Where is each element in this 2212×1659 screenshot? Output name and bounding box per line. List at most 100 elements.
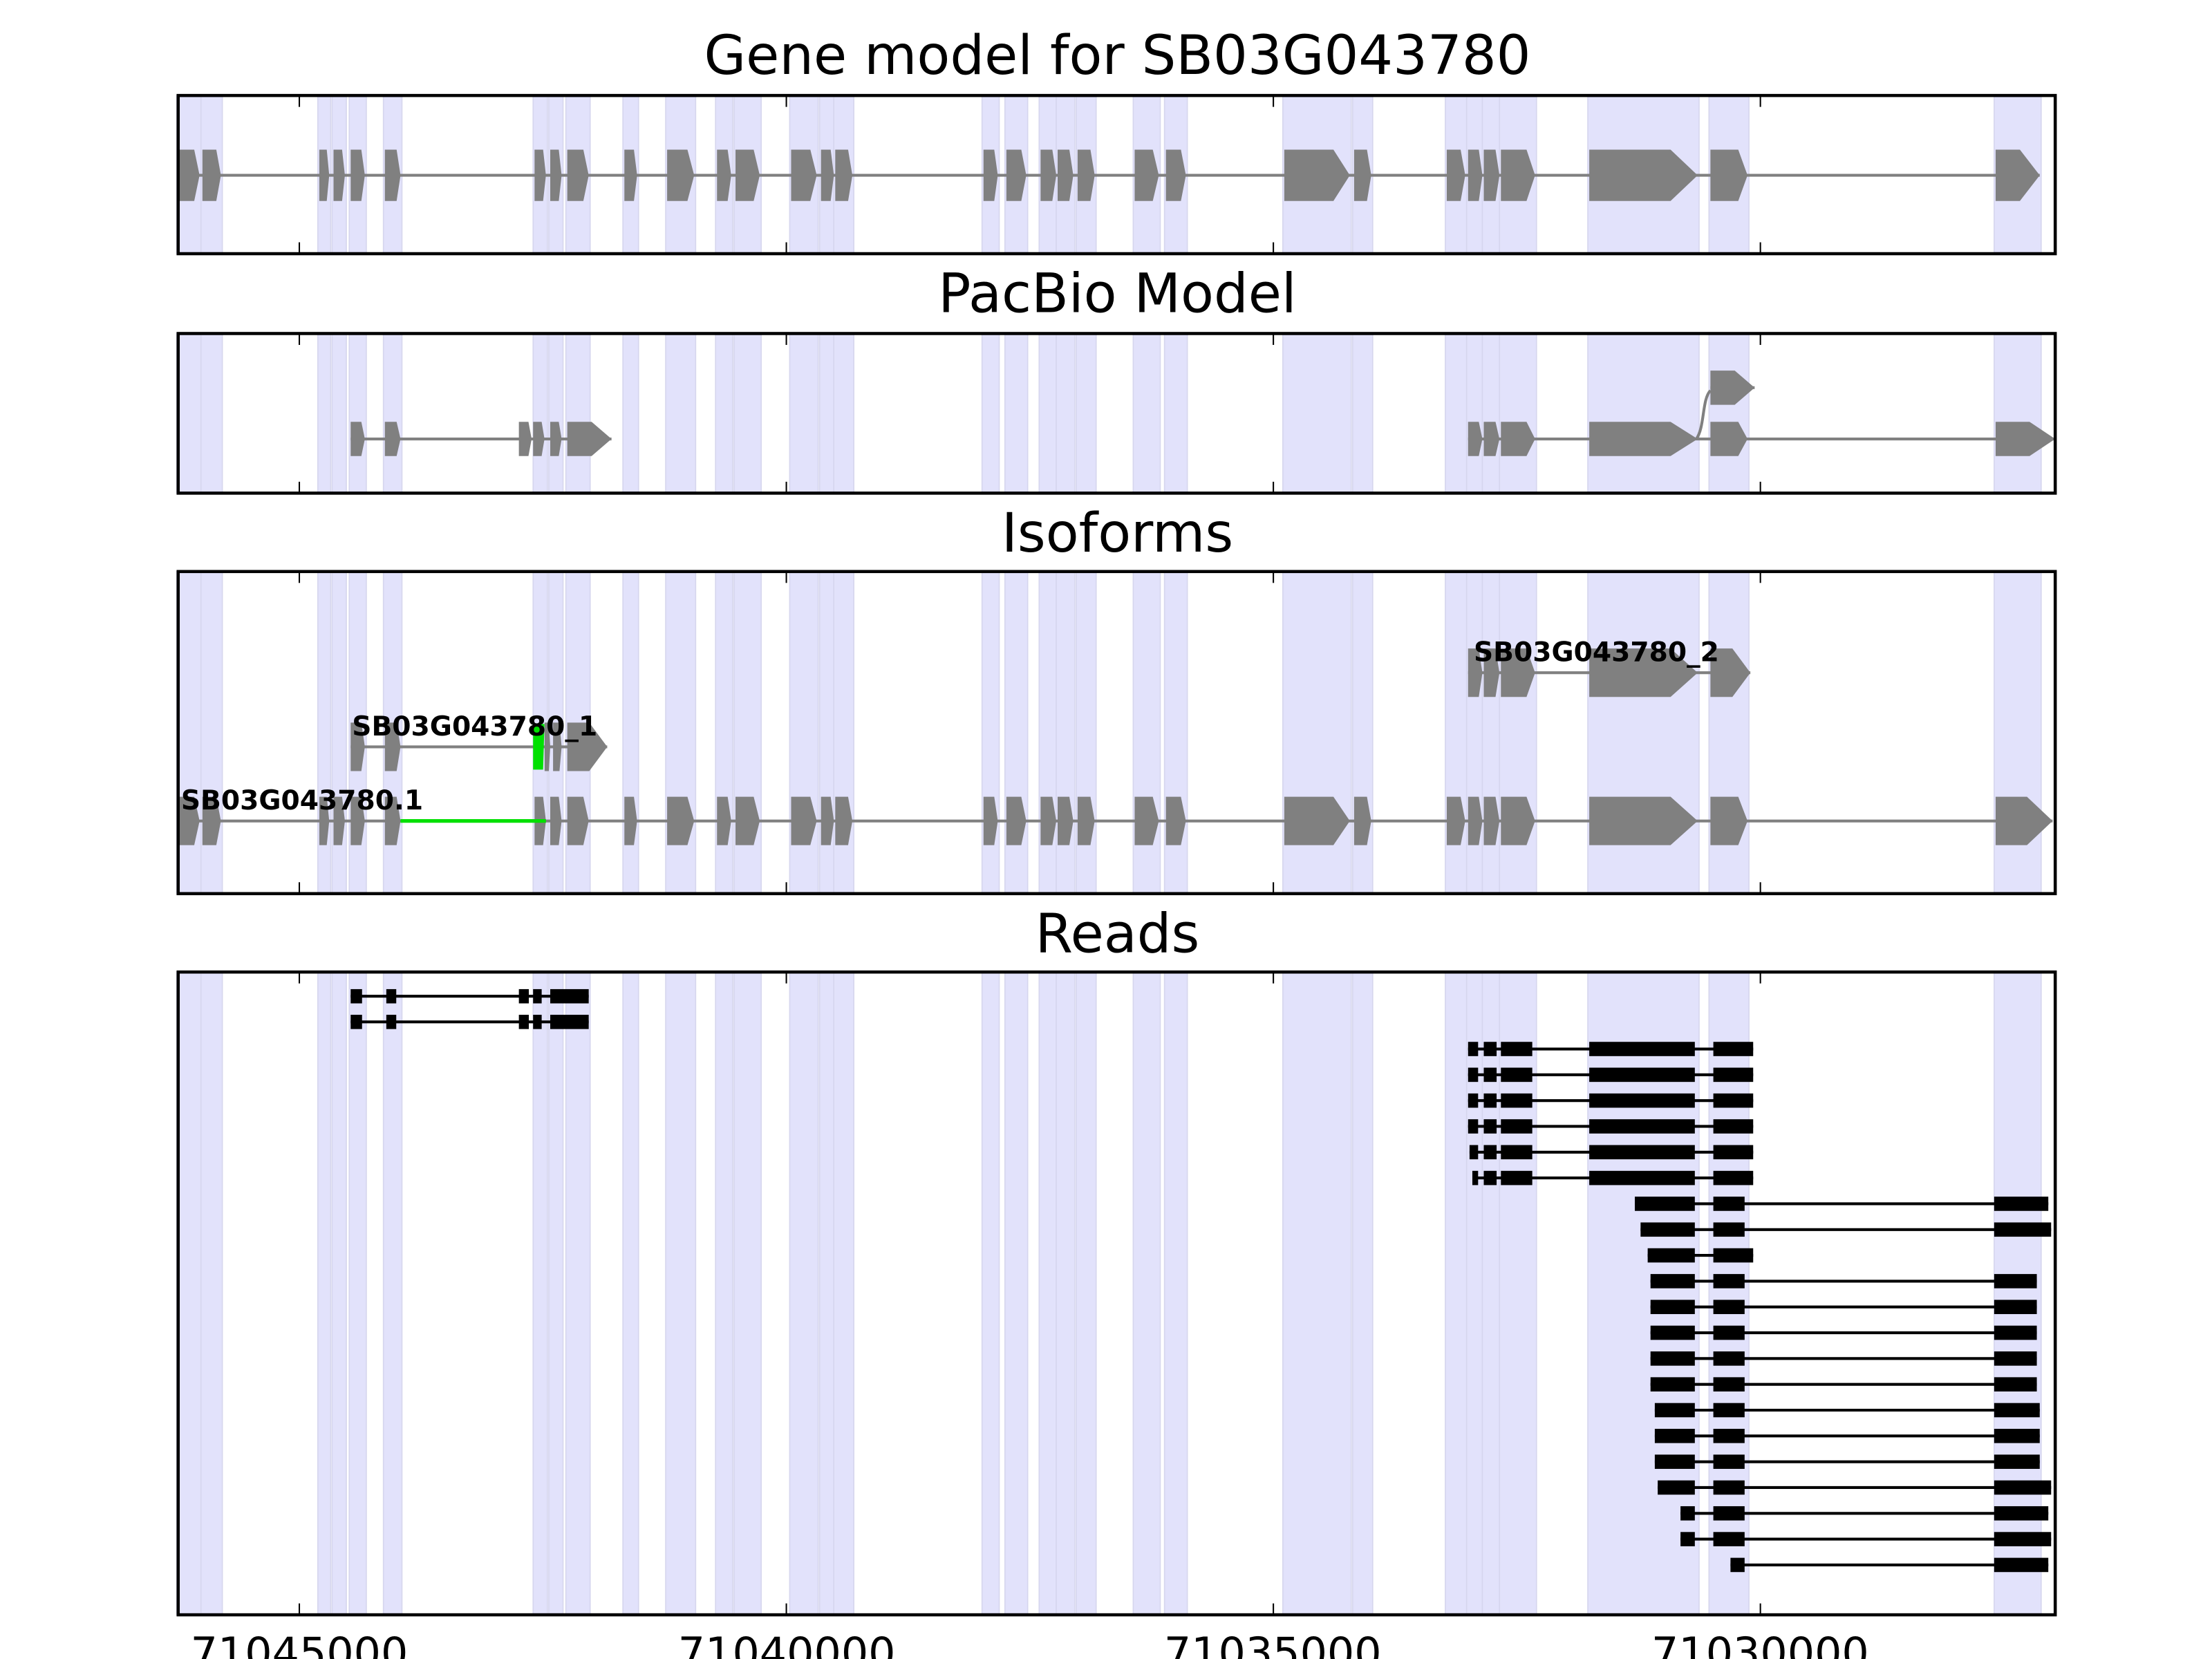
exon-highlight-band: [1481, 332, 1502, 494]
exon: [1468, 796, 1483, 845]
exon-highlight-band: [200, 332, 223, 494]
exon-highlight-band: [1282, 971, 1352, 1615]
exon-highlight-band: [382, 332, 403, 494]
panel-title-gene-model: Gene model for SB03G043780: [704, 24, 1530, 87]
exon-highlight-band: [981, 971, 1000, 1615]
exon: [835, 149, 853, 201]
exon: [983, 149, 998, 201]
read-block: [1501, 1119, 1533, 1134]
exon: [1710, 149, 1748, 201]
exon-highlight-band: [1038, 971, 1058, 1615]
exon-highlight-band: [1282, 570, 1352, 894]
exon: [567, 422, 612, 456]
exon: [202, 149, 221, 201]
read-block: [1713, 1454, 1745, 1469]
read-block: [1589, 1119, 1695, 1134]
read-block: [518, 988, 529, 1004]
exon: [1483, 149, 1500, 201]
read-block: [1650, 1325, 1695, 1340]
exon-highlight-band: [565, 971, 591, 1615]
read-block: [1994, 1506, 2049, 1521]
exon-highlight-band: [818, 971, 836, 1615]
exon-highlight-band: [548, 971, 564, 1615]
exon: [1501, 648, 1535, 697]
read-block: [1483, 1119, 1497, 1134]
exon-highlight-band: [1163, 570, 1188, 894]
read-block: [1713, 1248, 1754, 1263]
exon-highlight-band: [622, 971, 639, 1615]
read: [350, 988, 589, 1004]
read: [1654, 1429, 2040, 1443]
exon-highlight-band: [818, 332, 836, 494]
exon: [178, 796, 200, 845]
read: [1472, 1170, 1754, 1185]
read-block: [386, 1015, 397, 1029]
read-block: [1713, 1300, 1745, 1315]
exon: [1058, 796, 1074, 845]
exon: [1077, 149, 1095, 201]
read-block: [1589, 1093, 1695, 1108]
exon: [1710, 648, 1751, 697]
read-block: [1713, 1532, 1745, 1546]
exon: [567, 796, 589, 845]
exon-highlight-band: [1445, 332, 1468, 494]
exon-highlight-band: [1163, 332, 1188, 494]
exon: [1710, 422, 1748, 456]
exon: [791, 796, 817, 845]
exon-highlight-band: [1481, 570, 1502, 894]
panel-frame: [176, 570, 2057, 896]
exon: [1710, 796, 1748, 845]
exon-highlight-band: [733, 971, 762, 1615]
read-block: [1713, 1042, 1754, 1056]
exon-highlight-band: [715, 332, 733, 494]
panel-frame: [176, 93, 2057, 256]
panel-frame: [176, 970, 2057, 1617]
read-block: [1650, 1274, 1695, 1288]
read-block: [1994, 1325, 2037, 1340]
read-block: [1483, 1093, 1497, 1108]
exon: [350, 722, 365, 771]
panel-background: [178, 972, 2056, 1615]
exon-highlight-band: [317, 570, 332, 894]
exon: [550, 422, 562, 456]
read-block: [550, 988, 589, 1004]
exon: [735, 149, 760, 201]
exon: [1134, 149, 1159, 201]
read: [1650, 1274, 2037, 1288]
exon: [667, 796, 695, 845]
exon-highlight-band: [1132, 570, 1161, 894]
exon-highlight-band: [833, 971, 854, 1615]
exon-highlight-band: [382, 971, 403, 1615]
read-block: [1713, 1222, 1745, 1237]
exon-highlight-band: [1004, 971, 1029, 1615]
read-block: [1713, 1403, 1745, 1418]
isoform-label: SB03G043780.1: [181, 785, 423, 816]
exon: [384, 722, 401, 771]
exon-highlight-band: [348, 971, 367, 1615]
exon: [550, 149, 562, 201]
exon-highlight-band: [622, 332, 639, 494]
isoform-label: SB03G043780_1: [352, 711, 597, 742]
exon: [821, 149, 834, 201]
exon-highlight-band: [818, 570, 836, 894]
exon: [1501, 422, 1535, 456]
exon-highlight-band: [1132, 971, 1161, 1615]
read-block: [1647, 1248, 1695, 1263]
read-block: [1713, 1429, 1745, 1443]
exon: [1353, 149, 1371, 201]
exon-highlight-band: [1994, 332, 2042, 494]
exon-highlight-band: [733, 570, 762, 894]
read-block: [1713, 1119, 1754, 1134]
exon: [384, 796, 401, 845]
read: [1468, 1042, 1754, 1056]
read-block: [533, 988, 542, 1004]
exon-highlight-band: [1163, 971, 1188, 1615]
exon-highlight-band: [1708, 570, 1750, 894]
read: [1654, 1454, 2040, 1469]
exon-highlight-band: [200, 971, 223, 1615]
exon-highlight-band: [665, 971, 697, 1615]
read-block: [1501, 1093, 1533, 1108]
exon-highlight-band: [1352, 570, 1374, 894]
read-block: [1994, 1300, 2037, 1315]
